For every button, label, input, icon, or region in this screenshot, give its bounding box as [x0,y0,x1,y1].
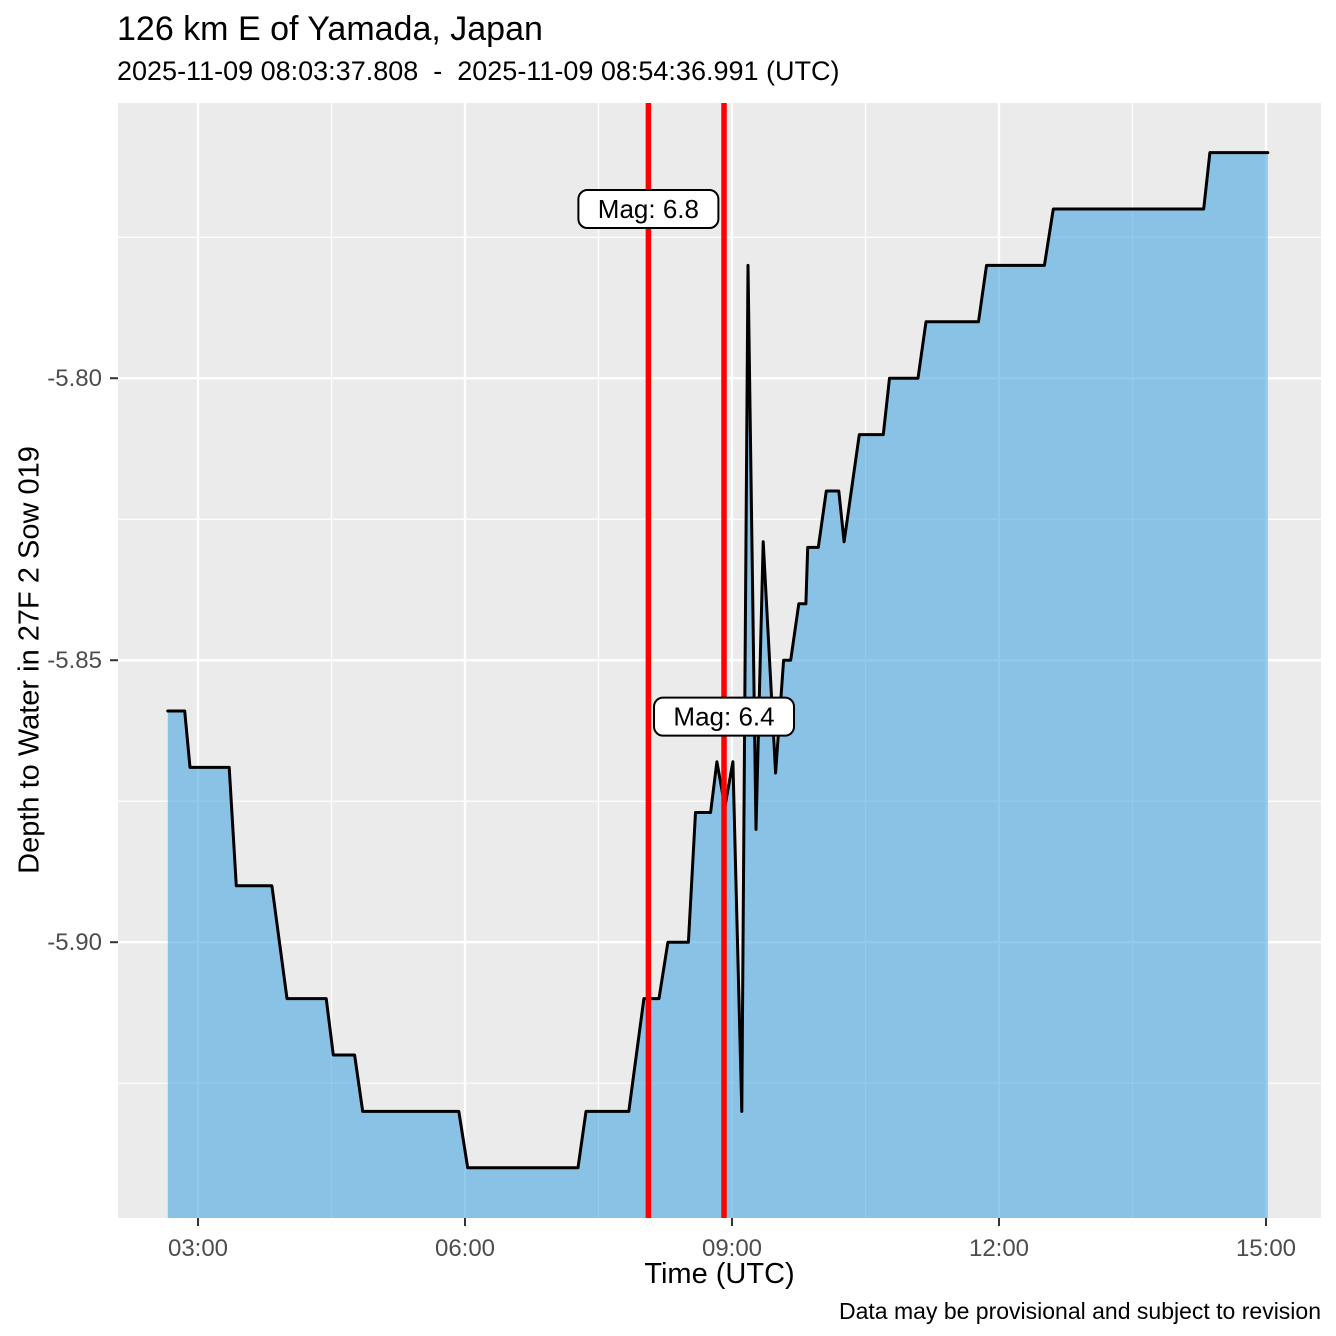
event-label: Mag: 6.4 [673,702,774,732]
area-fill [167,152,1268,1219]
y-tick-label: -5.90 [47,929,102,956]
x-tick-label: 03:00 [168,1235,228,1262]
y-tick-label: -5.80 [47,365,102,392]
x-tick-label: 15:00 [1236,1235,1296,1262]
y-tick-label: -5.85 [47,647,102,674]
x-tick-label: 12:00 [969,1235,1029,1262]
x-axis-title: Time (UTC) [644,1258,795,1290]
x-tick-label: 06:00 [435,1235,495,1262]
event-label: Mag: 6.8 [598,194,699,224]
page-subtitle: 2025-11-09 08:03:37.808 - 2025-11-09 08:… [117,56,840,86]
data-line [166,151,1270,1170]
event-label-box [577,189,720,230]
page-title: 126 km E of Yamada, Japan [117,10,543,48]
y-axis-title: Depth to Water in 27F 2 Sow 019 [13,446,46,874]
event-label-box [653,696,796,737]
x-tick-label: 09:00 [702,1235,762,1262]
caption: Data may be provisional and subject to r… [839,1298,1321,1324]
